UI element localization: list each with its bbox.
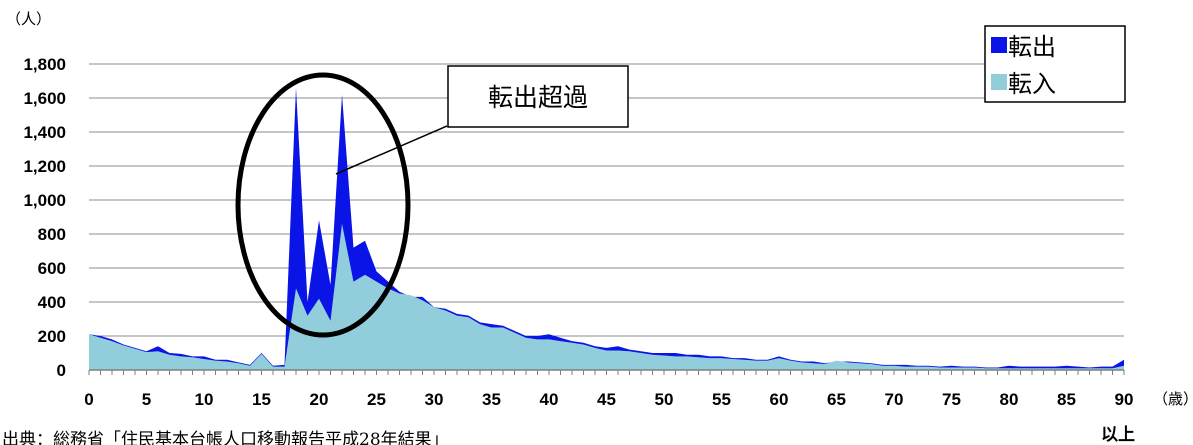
x-tick-label-80: 80 [1000, 390, 1019, 409]
x-tick-label-10: 10 [195, 390, 214, 409]
x-tick-labels: 0 5 10 15 20 25 30 35 40 45 50 55 60 65 70 75 80 85 90 [84, 390, 1133, 409]
x-tick-label-55: 55 [712, 390, 731, 409]
y-axis-unit: （人） [6, 10, 51, 28]
y-tick-label-400: 400 [38, 293, 66, 312]
x-tick-label-25: 25 [367, 390, 386, 409]
callout-leader-line [335, 125, 448, 175]
legend-swatch-outflow [991, 37, 1007, 53]
y-tick-labels: 0 200 400 600 800 1,000 1,200 1,400 1,600 1,800 [23, 55, 66, 380]
highlight-ellipse [235, 72, 411, 338]
legend: 転出 転入 [984, 25, 1126, 103]
x-tick-label-45: 45 [597, 390, 616, 409]
area-series-inflow [89, 223, 1124, 370]
last-age-suffix: 以上 [1101, 425, 1135, 445]
x-tick-label-85: 85 [1057, 390, 1076, 409]
x-tick-label-15: 15 [252, 390, 271, 409]
x-tick-label-35: 35 [482, 390, 501, 409]
x-tick-label-75: 75 [942, 390, 961, 409]
callout-label: 転出超過 [488, 83, 588, 112]
y-tick-label-1600: 1,600 [23, 89, 66, 108]
axes [88, 369, 1125, 375]
y-tick-label-1400: 1,400 [23, 123, 66, 142]
x-tick-label-50: 50 [655, 390, 674, 409]
legend-box [984, 25, 1126, 103]
area-series-outflow [89, 87, 1124, 371]
gridlines [89, 63, 1124, 337]
plot-area [89, 87, 1124, 371]
y-tick-label-600: 600 [38, 259, 66, 278]
legend-swatch-inflow [991, 74, 1007, 90]
y-tick-label-200: 200 [38, 327, 66, 346]
callout-box [447, 65, 629, 128]
x-tick-label-60: 60 [770, 390, 789, 409]
x-tick-label-40: 40 [540, 390, 559, 409]
y-tick-label-1000: 1,000 [23, 191, 66, 210]
y-tick-label-1800: 1,800 [23, 55, 66, 74]
x-tick-label-0: 0 [84, 390, 93, 409]
x-tick-label-20: 20 [310, 390, 329, 409]
x-tick-label-90: 90 [1115, 390, 1134, 409]
x-tick-label-65: 65 [827, 390, 846, 409]
y-tick-label-1200: 1,200 [23, 157, 66, 176]
x-tick-label-30: 30 [425, 390, 444, 409]
y-tick-label-800: 800 [38, 225, 66, 244]
x-tick-label-70: 70 [885, 390, 904, 409]
y-tick-label-0: 0 [57, 361, 66, 380]
source-note: 出典：総務省「住民基本台帳人口移動報告平成28年結果」 [2, 430, 449, 445]
legend-label-inflow: 転入 [1008, 70, 1056, 98]
x-tick-label-5: 5 [142, 390, 151, 409]
legend-label-outflow: 転出 [1008, 33, 1056, 61]
x-axis-unit: （歳） [1153, 390, 1193, 408]
